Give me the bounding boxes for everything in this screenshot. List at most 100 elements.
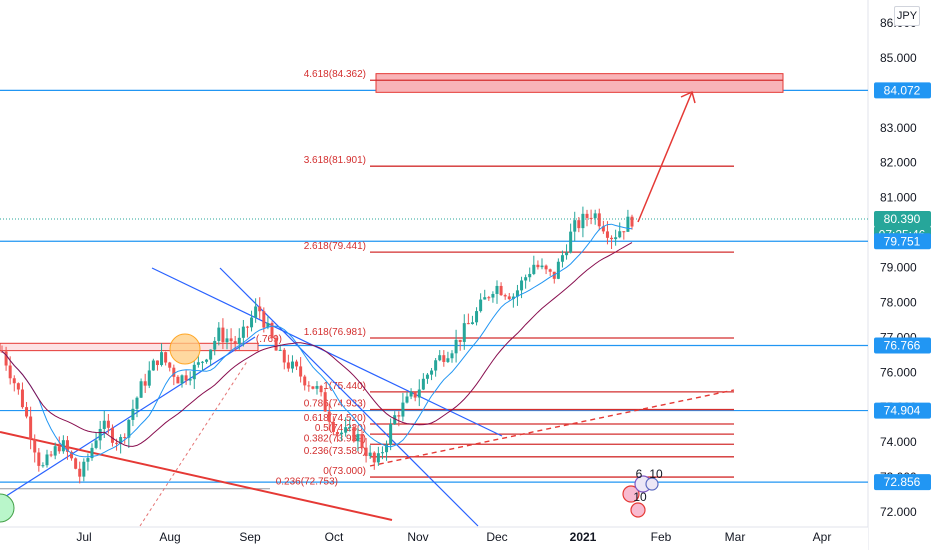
candle-body xyxy=(466,323,470,325)
x-tick-label: Sep xyxy=(239,530,261,544)
candle-body xyxy=(458,339,462,342)
candle-body xyxy=(601,226,605,232)
candle-body xyxy=(618,231,622,238)
support-trendline xyxy=(0,336,256,501)
fib-level-label: 1(75.440) xyxy=(323,381,366,392)
candle-body xyxy=(515,290,519,297)
candle-body xyxy=(319,385,323,393)
candle-body xyxy=(614,237,618,240)
candle-body xyxy=(573,220,577,232)
candle-body xyxy=(12,378,16,384)
highlight-circle-green xyxy=(0,493,15,523)
candle-body xyxy=(41,465,45,467)
candle-body xyxy=(315,385,319,389)
candle-body xyxy=(254,306,258,318)
red-dashed-trendline xyxy=(369,389,735,467)
candle-body xyxy=(491,293,495,298)
event-marker xyxy=(630,502,646,518)
y-tick-label: 76.000 xyxy=(880,365,917,379)
candle-body xyxy=(176,376,180,384)
fib-level-label: 4.618(84.362) xyxy=(304,69,366,80)
x-tick-label: Oct xyxy=(325,530,344,544)
candle-body xyxy=(479,299,483,312)
price-badge xyxy=(874,82,931,99)
candle-body xyxy=(168,362,172,368)
x-tick-label: Nov xyxy=(407,530,428,544)
candle-body xyxy=(483,297,487,300)
candle-body xyxy=(454,339,458,354)
candle-body xyxy=(74,458,78,469)
candle-body xyxy=(225,338,229,343)
candle-body xyxy=(585,213,589,218)
fib-level-label: 0.382(73.939) xyxy=(304,433,366,444)
price-badge-label: 72.856 xyxy=(884,475,921,489)
candle-body xyxy=(385,444,389,453)
candle-body xyxy=(151,360,155,371)
candle-body xyxy=(49,454,53,456)
candle-body xyxy=(450,353,454,359)
candle-body xyxy=(192,364,196,380)
candle-body xyxy=(442,355,446,362)
candle-body xyxy=(622,231,626,233)
candle-body xyxy=(217,327,221,341)
time-axis-area xyxy=(0,527,868,550)
y-tick-label: 81.000 xyxy=(880,191,917,205)
candle-body xyxy=(589,217,593,219)
candle-body xyxy=(45,454,49,466)
candle-body xyxy=(360,434,364,448)
candle-body xyxy=(430,370,434,375)
candle-body xyxy=(82,461,86,477)
fib-level-label: 0.786(74.933) xyxy=(304,399,366,410)
candle-body xyxy=(209,349,213,360)
projection-arrow xyxy=(637,91,693,223)
candle-body xyxy=(524,277,528,281)
x-tick-label: Mar xyxy=(725,530,746,544)
y-tick-label: 74.000 xyxy=(880,435,917,449)
y-tick-label: 79.000 xyxy=(880,261,917,275)
candle-body xyxy=(311,386,315,389)
candle-body xyxy=(372,452,376,463)
candle-body xyxy=(327,411,331,422)
fib-extra-label: (.769) xyxy=(256,334,282,345)
candle-body xyxy=(548,269,552,272)
candle-body xyxy=(581,213,585,229)
candle-body xyxy=(544,265,548,270)
highlight-circle xyxy=(169,333,201,365)
candle-body xyxy=(139,381,143,398)
candle-body xyxy=(335,431,339,435)
candle-body xyxy=(290,361,294,369)
candle-body xyxy=(147,370,151,386)
candle-body xyxy=(532,264,536,274)
price-badge-label: 74.904 xyxy=(884,404,921,418)
candle-body xyxy=(25,407,29,417)
x-tick-label: Dec xyxy=(486,530,507,544)
candle-body xyxy=(421,378,425,390)
candle-body xyxy=(434,360,438,371)
x-tick-label: 2021 xyxy=(570,530,597,544)
candle-body xyxy=(405,396,409,403)
resistance-zone xyxy=(0,342,259,352)
fib-level-label: 0(73.000) xyxy=(323,466,366,477)
projection-arrowhead xyxy=(680,90,696,104)
fib-level-label: 3.618(81.901) xyxy=(304,155,366,166)
fib-level-label: 0.5(74.230) xyxy=(315,423,366,434)
candle-body xyxy=(180,375,184,384)
candle-body xyxy=(131,408,135,420)
candle-body xyxy=(78,468,82,477)
candle-body xyxy=(229,338,233,342)
candle-body xyxy=(245,326,249,328)
candle-body xyxy=(409,391,413,397)
candle-body xyxy=(376,453,380,463)
candle-body xyxy=(556,261,560,279)
candle-body xyxy=(470,322,474,325)
candle-body xyxy=(528,273,532,278)
currency-badge[interactable]: JPY xyxy=(894,6,920,26)
candle-body xyxy=(565,252,569,256)
candle-body xyxy=(188,379,192,381)
candle-body xyxy=(90,447,94,459)
candle-body xyxy=(233,341,237,345)
candle-body xyxy=(352,426,356,442)
candle-body xyxy=(425,374,429,379)
price-badge xyxy=(874,402,931,419)
